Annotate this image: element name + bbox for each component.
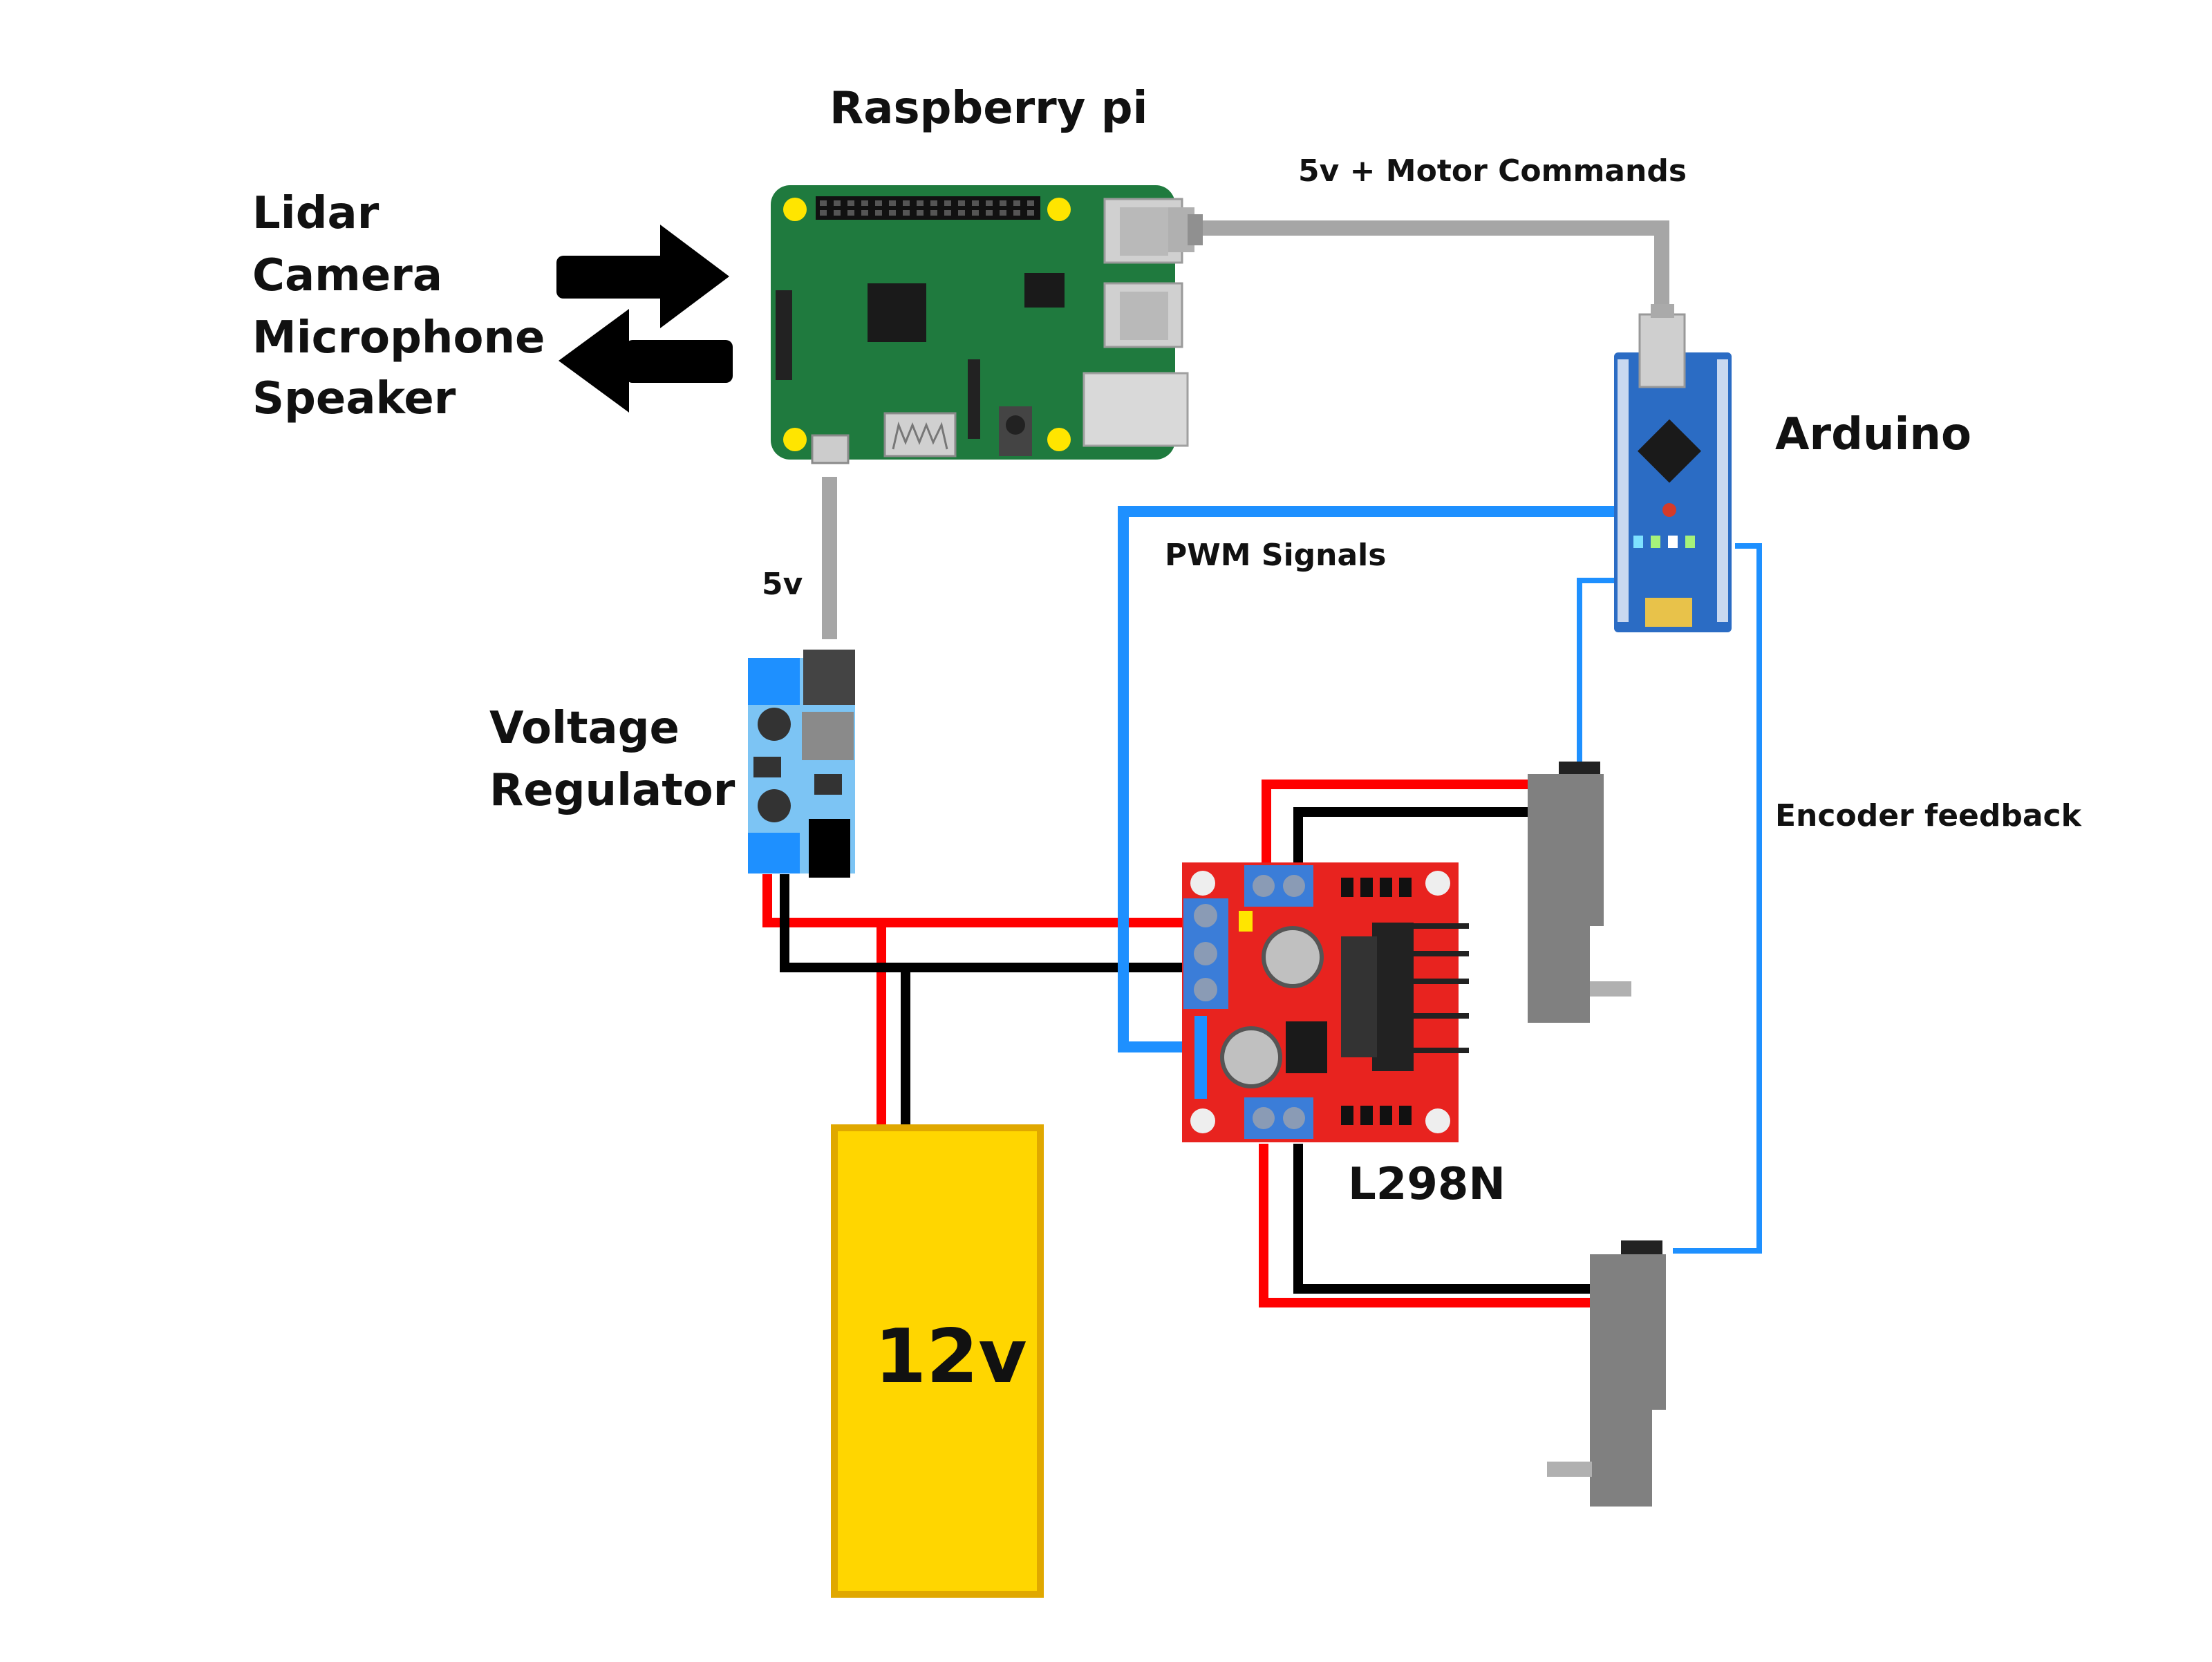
arduino-board [1614, 304, 1732, 632]
sensor-label-speaker: Speaker [252, 373, 456, 424]
sensor-label-microphone: Microphone [252, 312, 545, 363]
sensor-arrows [556, 225, 733, 413]
wires [762, 220, 1762, 1307]
l298n-motor-driver [1182, 862, 1469, 1142]
pi-arduino-connection-label: 5v + Motor Commands [1298, 153, 1687, 189]
motor1-black-wire [1293, 807, 1569, 867]
motor2-red-wire [1259, 1144, 1618, 1307]
encoder-wire-1 [1577, 578, 1621, 764]
motor2-black-wire [1293, 1144, 1618, 1294]
motor-2 [1547, 1240, 1666, 1507]
raspberry-pi-board [771, 185, 1203, 464]
voltage-regulator-label-line1: Voltage [489, 703, 679, 754]
arrow-right-icon [556, 225, 729, 328]
encoder-wire-2 [1673, 543, 1762, 1254]
raspberry-pi-label: Raspberry pi [830, 83, 1147, 134]
l298n-label: L298N [1348, 1159, 1506, 1210]
arrow-left-icon [559, 309, 733, 413]
voltage-regulator-module [748, 650, 855, 878]
red-wire-regulator-driver [762, 874, 1203, 927]
motor-1 [1528, 762, 1631, 1023]
black-wire-regulator-driver [780, 874, 1203, 972]
pi-arduino-cable [1189, 220, 1669, 311]
pwm-wire [1118, 506, 1618, 1052]
voltage-regulator-label-line2: Regulator [489, 765, 735, 816]
motor1-red-wire [1262, 780, 1569, 867]
arduino-label: Arduino [1775, 409, 1971, 460]
encoder-feedback-label: Encoder feedback [1775, 798, 2083, 833]
sensor-label-lidar: Lidar [252, 188, 379, 239]
battery-voltage-label: 12v [874, 1314, 1027, 1400]
sensor-label-camera: Camera [252, 250, 442, 301]
pwm-signals-label: PWM Signals [1165, 538, 1386, 573]
battery-12v [831, 1124, 1044, 1598]
regulator-5v-label: 5v [762, 567, 803, 602]
